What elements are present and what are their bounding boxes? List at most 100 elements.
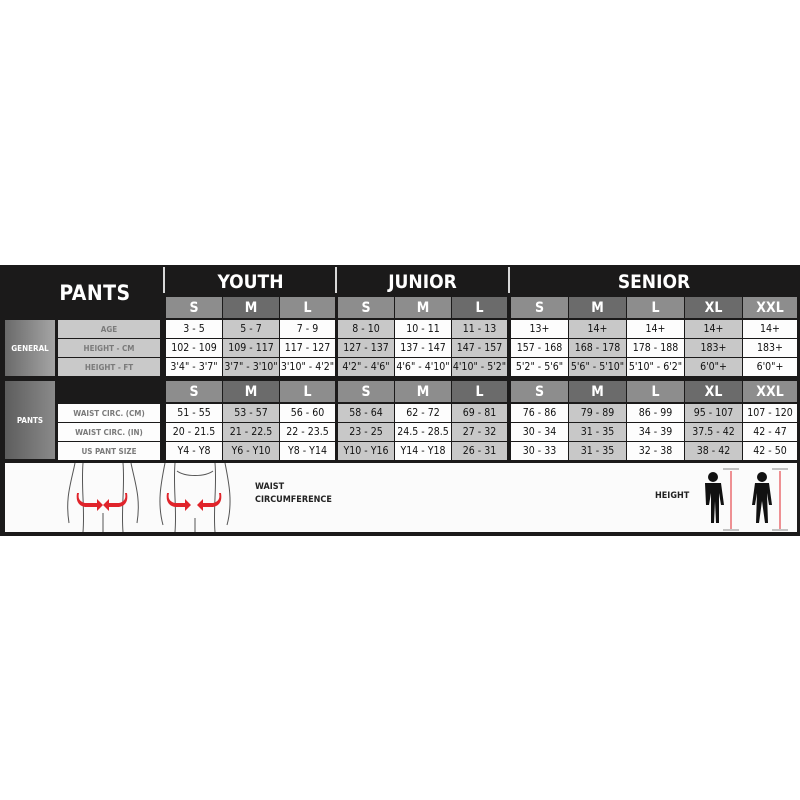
- table-cell: 4'10" - 5'2": [452, 358, 507, 376]
- table-cell: 13+: [511, 320, 568, 338]
- height-label: HEIGHT: [655, 491, 690, 501]
- size-header-youth-m: M: [223, 297, 279, 318]
- table-cell: 38 - 42: [685, 442, 742, 460]
- measurement-guide: WAIST CIRCUMFERENCE HEIGHT: [5, 463, 797, 532]
- height-figures-illustration: [705, 468, 788, 531]
- group-header-youth: YOUTH: [217, 271, 284, 293]
- chart-title: PANTS: [59, 281, 131, 305]
- table-cell: 11 - 13: [452, 320, 507, 338]
- table-cell: 127 - 137: [338, 339, 394, 357]
- table-cell: 6'0"+: [685, 358, 742, 376]
- section-label-general: GENERAL: [5, 320, 55, 376]
- table-cell: 102 - 109: [166, 339, 222, 357]
- table-cell: 30 - 34: [511, 423, 568, 441]
- table-cell: 26 - 31: [452, 442, 507, 460]
- table-cell: 62 - 72: [395, 404, 451, 422]
- table-cell: 137 - 147: [395, 339, 451, 357]
- size-header-youth-m: M: [223, 381, 279, 402]
- size-header-youth-s: S: [166, 381, 222, 402]
- table-cell: 8 - 10: [338, 320, 394, 338]
- table-cell: 14+: [685, 320, 742, 338]
- table-cell: 24.5 - 28.5: [395, 423, 451, 441]
- table-cell: 6'0"+: [743, 358, 797, 376]
- table-cell: 4'6" - 4'10": [395, 358, 451, 376]
- group-divider: [163, 267, 165, 293]
- row-label: AGE: [58, 320, 160, 338]
- size-header-senior-s: S: [511, 297, 568, 318]
- table-cell: 183+: [743, 339, 797, 357]
- size-header-junior-l: L: [452, 381, 507, 402]
- table-cell: 31 - 35: [569, 442, 626, 460]
- size-header-junior-l: L: [452, 297, 507, 318]
- table-cell: 5'10" - 6'2": [627, 358, 684, 376]
- table-cell: 4'2" - 4'6": [338, 358, 394, 376]
- table-cell: 86 - 99: [627, 404, 684, 422]
- size-header-senior-xl: XL: [685, 297, 742, 318]
- table-cell: 3'7" - 3'10": [223, 358, 279, 376]
- table-cell: 3 - 5: [166, 320, 222, 338]
- size-header-youth-l: L: [280, 297, 335, 318]
- table-cell: 21 - 22.5: [223, 423, 279, 441]
- row-label: WAIST CIRC. (IN): [58, 423, 160, 441]
- table-cell: 107 - 120: [743, 404, 797, 422]
- table-cell: 69 - 81: [452, 404, 507, 422]
- table-cell: 76 - 86: [511, 404, 568, 422]
- table-cell: 27 - 32: [452, 423, 507, 441]
- table-cell: 34 - 39: [627, 423, 684, 441]
- table-cell: 23 - 25: [338, 423, 394, 441]
- row-label: HEIGHT - CM: [58, 339, 160, 357]
- table-cell: Y10 - Y16: [338, 442, 394, 460]
- row-label: WAIST CIRC. (CM): [58, 404, 160, 422]
- table-cell: 5 - 7: [223, 320, 279, 338]
- table-cell: 10 - 11: [395, 320, 451, 338]
- table-cell: 157 - 168: [511, 339, 568, 357]
- size-header-senior-m: M: [569, 381, 626, 402]
- group-divider: [508, 267, 510, 293]
- table-cell: 42 - 50: [743, 442, 797, 460]
- table-cell: 31 - 35: [569, 423, 626, 441]
- table-cell: 22 - 23.5: [280, 423, 335, 441]
- waist-arrows: [76, 493, 222, 511]
- section-label-pants: PANTS: [5, 381, 55, 459]
- size-header-senior-s: S: [511, 381, 568, 402]
- size-header-junior-m: M: [395, 297, 451, 318]
- table-cell: 32 - 38: [627, 442, 684, 460]
- waist-label-line2: CIRCUMFERENCE: [255, 495, 332, 505]
- row-label: US PANT SIZE: [58, 442, 160, 460]
- table-cell: 53 - 57: [223, 404, 279, 422]
- table-cell: 109 - 117: [223, 339, 279, 357]
- table-cell: 37.5 - 42: [685, 423, 742, 441]
- table-cell: 14+: [627, 320, 684, 338]
- size-header-youth-l: L: [280, 381, 335, 402]
- table-cell: Y4 - Y8: [166, 442, 222, 460]
- pants-size-chart: PANTS YOUTH JUNIOR SENIOR S M L S M L S M L XL XXL GEN…: [0, 265, 800, 536]
- waist-label-line1: WAIST: [255, 482, 285, 492]
- size-header-senior-l: L: [627, 381, 684, 402]
- size-header-junior-s: S: [338, 381, 394, 402]
- table-cell: 5'6" - 5'10": [569, 358, 626, 376]
- table-cell: 7 - 9: [280, 320, 335, 338]
- table-cell: 147 - 157: [452, 339, 507, 357]
- waist-figures-illustration: [67, 463, 788, 532]
- size-header-senior-xxl: XXL: [743, 381, 797, 402]
- row-label: HEIGHT - FT: [58, 358, 160, 376]
- size-header-senior-xl: XL: [685, 381, 742, 402]
- table-cell: Y14 - Y18: [395, 442, 451, 460]
- size-header-senior-xxl: XXL: [743, 297, 797, 318]
- group-header-junior: JUNIOR: [388, 271, 457, 293]
- size-header-senior-m: M: [569, 297, 626, 318]
- table-cell: 5'2" - 5'6": [511, 358, 568, 376]
- table-cell: 79 - 89: [569, 404, 626, 422]
- table-cell: 30 - 33: [511, 442, 568, 460]
- table-cell: 14+: [743, 320, 797, 338]
- table-cell: 183+: [685, 339, 742, 357]
- table-cell: Y8 - Y14: [280, 442, 335, 460]
- table-cell: 178 - 188: [627, 339, 684, 357]
- table-cell: 14+: [569, 320, 626, 338]
- table-cell: 3'10" - 4'2": [280, 358, 335, 376]
- size-header-senior-l: L: [627, 297, 684, 318]
- table-cell: 42 - 47: [743, 423, 797, 441]
- size-header-junior-m: M: [395, 381, 451, 402]
- waist-circumference-label: WAIST CIRCUMFERENCE: [255, 481, 332, 507]
- group-divider: [335, 267, 337, 293]
